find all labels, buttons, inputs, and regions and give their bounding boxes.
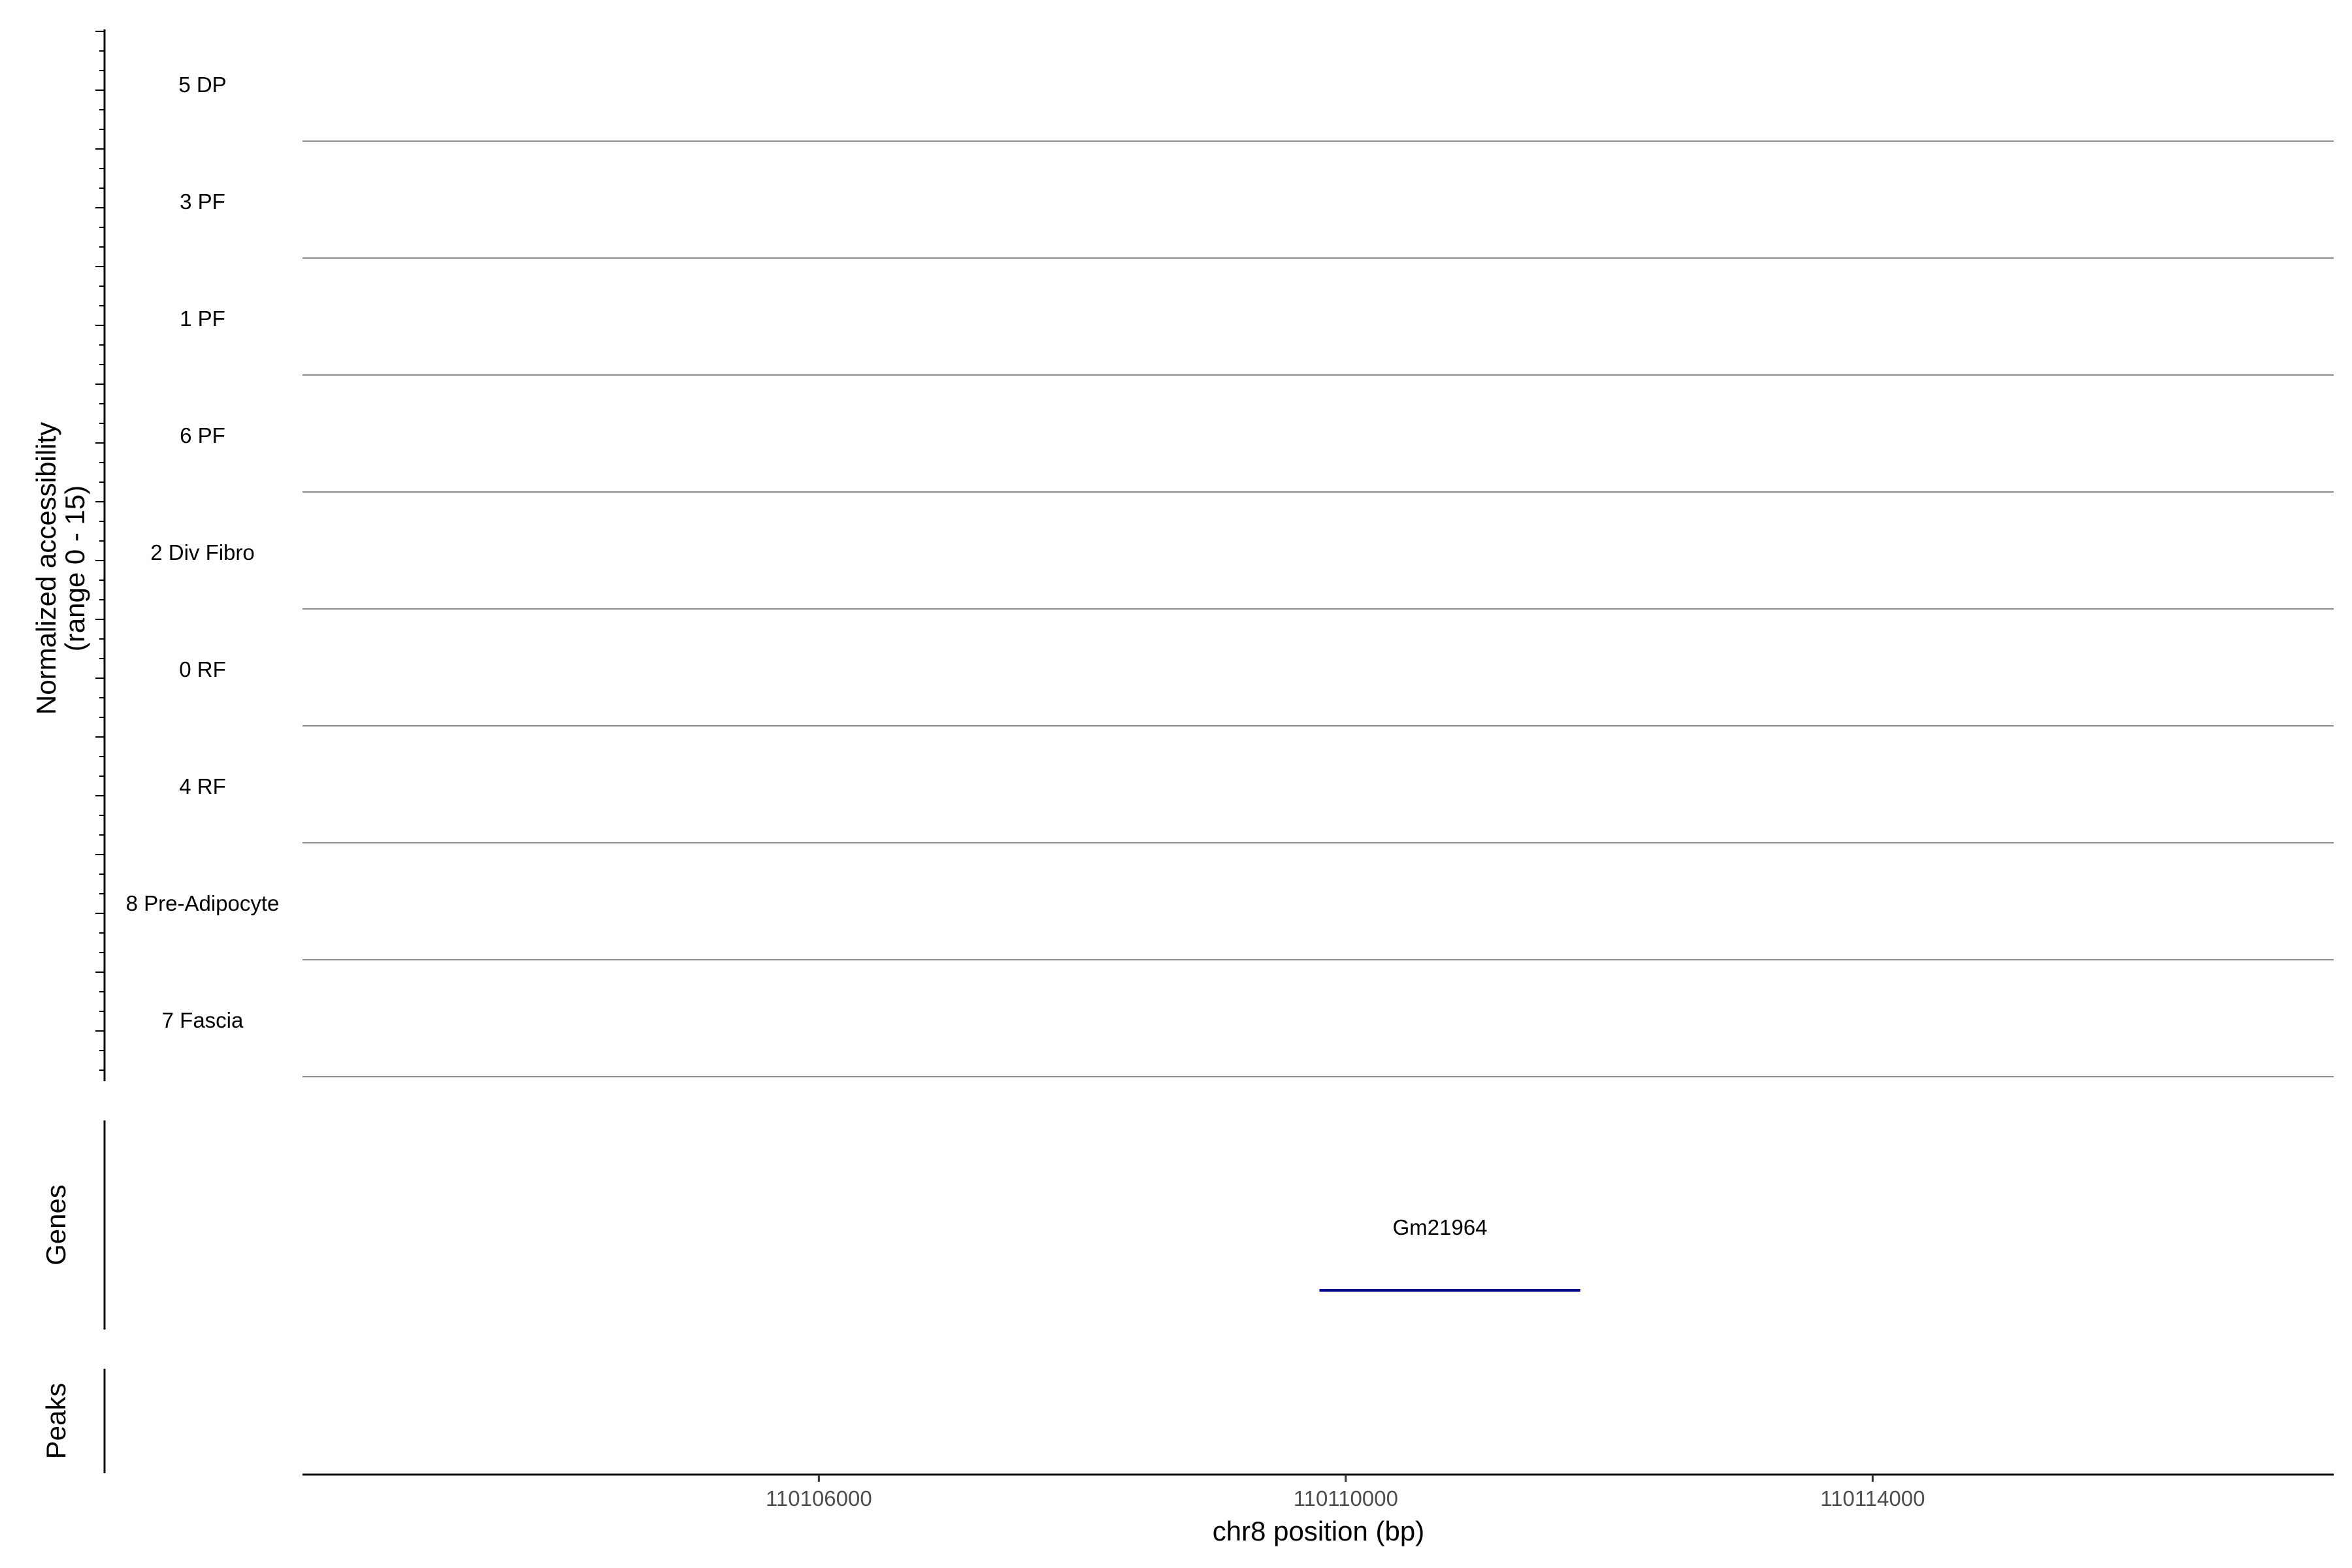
track-1-pf: 1 PF [180, 306, 2334, 376]
track-4-rf: 4 RF [179, 774, 2334, 843]
track-label: 7 Fascia [162, 1008, 244, 1032]
track-5-dp: 5 DP [178, 73, 2334, 142]
track-label: 3 PF [180, 189, 225, 214]
track-6-pf: 6 PF [180, 423, 2334, 493]
track-label: 4 RF [179, 774, 226, 798]
y-axis-title-line2: (range 0 - 15) [59, 485, 90, 651]
peaks-panel: Peaks [41, 1369, 106, 1473]
x-axis-ticks: 110106000 110110000 110114000 [766, 1475, 1925, 1511]
y-axis-title-line1: Normalized accessibility [31, 422, 61, 715]
track-8-pre-adipocyte: 8 Pre-Adipocyte [126, 891, 2334, 960]
gene-model: Gm21964 [1319, 1215, 1580, 1292]
x-axis-title: chr8 position (bp) [1213, 1516, 1425, 1546]
x-tick-label: 110114000 [1820, 1486, 1925, 1511]
track-label: 2 Div Fibro [150, 540, 255, 564]
track-label: 8 Pre-Adipocyte [126, 891, 280, 915]
gene-name-label: Gm21964 [1393, 1215, 1488, 1239]
track-label: 6 PF [180, 423, 225, 448]
genes-panel: Genes Gm21964 [41, 1120, 1580, 1330]
peaks-panel-title: Peaks [41, 1383, 71, 1460]
track-7-fascia: 7 Fascia [162, 1008, 2334, 1077]
genes-panel-title: Genes [41, 1184, 71, 1266]
tracks-y-axis-ticks [95, 31, 105, 1071]
x-axis: 110106000 110110000 110114000 chr8 positio… [302, 1473, 2334, 1546]
y-axis-title: Normalized accessibility (range 0 - 15) [31, 422, 90, 715]
track-3-pf: 3 PF [180, 189, 2334, 259]
track-2-div-fibro: 2 Div Fibro [150, 540, 2334, 610]
track-0-rf: 0 RF [179, 657, 2334, 727]
coverage-tracks: 5 DP 3 PF 1 PF 6 PF 2 Div Fibro 0 RF 4 RF 8 Pre… [126, 73, 2334, 1077]
track-label: 0 RF [179, 657, 226, 681]
x-tick-label: 110106000 [766, 1486, 872, 1511]
x-tick-label: 110110000 [1294, 1486, 1398, 1511]
track-label: 1 PF [180, 306, 225, 331]
track-label: 5 DP [178, 73, 226, 97]
